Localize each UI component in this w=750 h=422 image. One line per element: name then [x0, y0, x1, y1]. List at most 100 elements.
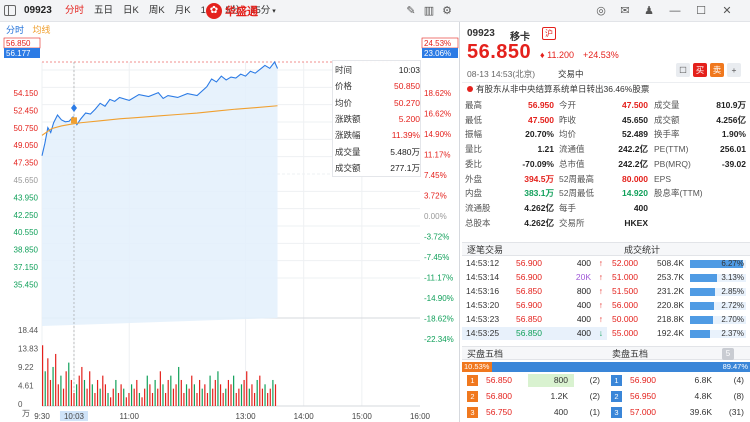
volume-bar	[259, 375, 261, 406]
tab-period-2[interactable]: 日K	[118, 4, 144, 19]
buy-button[interactable]: 买	[693, 63, 707, 77]
ask-level-row[interactable]: 2 56.950 4.8K (8)	[606, 390, 750, 403]
tooltip-value: 5.200	[398, 113, 420, 124]
volume-bar	[133, 388, 135, 406]
volume-bar	[144, 388, 146, 406]
ask-level-row[interactable]: 1 56.900 6.8K (4)	[606, 374, 750, 387]
level-selector[interactable]: 5	[722, 348, 734, 360]
pct-tick-label: 18.62%	[424, 89, 451, 98]
stat-label: 振幅	[465, 129, 483, 140]
tab-period-6[interactable]: 5分	[220, 4, 245, 19]
volume-bar	[183, 392, 185, 406]
price-tick-label: 40.550	[14, 228, 39, 237]
arrow-up-icon: ↑	[598, 258, 603, 268]
cursor-price-tag	[4, 48, 40, 58]
tab-label: 五日	[94, 5, 114, 16]
volume-tick-label: 0	[18, 400, 23, 409]
tooltip-label: 涨跌幅	[335, 130, 361, 141]
pencil-icon[interactable]: ✎	[406, 5, 416, 17]
mode-timeshare[interactable]: 分时	[6, 25, 25, 35]
ask-orders: (4)	[733, 375, 744, 385]
trade-row[interactable]: 14:53:25 56.850 400 ↓	[462, 327, 607, 340]
bid-level-num: 1	[467, 375, 478, 386]
ask-level-row[interactable]: 3 57.000 39.6K (31)	[606, 406, 750, 419]
trade-row[interactable]: 14:53:20 56.900 400 ↑	[462, 299, 607, 312]
pct-tick-label: 7.45%	[424, 171, 447, 180]
trade-price: 56.900	[516, 300, 542, 310]
stat-label: 流通股	[465, 202, 491, 213]
tab-period-3[interactable]: 周K	[144, 4, 170, 19]
stat-label: 每手	[559, 202, 577, 213]
minimize-icon[interactable]: —	[669, 5, 681, 17]
stat-value: 80.000	[622, 173, 648, 184]
watchlist-button[interactable]: ☐	[676, 63, 690, 77]
pct-tick-label: 0.00%	[424, 212, 447, 221]
bid-level-row[interactable]: 1 56.850 800 (2)	[462, 374, 606, 387]
volume-tick-label: 13.83	[18, 345, 39, 354]
cap-icon[interactable]: ♟	[644, 5, 654, 17]
trade-row[interactable]: 14:53:14 56.900 20K ↑	[462, 271, 607, 284]
trade-price: 56.900	[516, 258, 542, 268]
price-tick-label: 54.150	[14, 89, 39, 98]
tab-label: 月K	[174, 5, 191, 16]
volume-bar	[191, 375, 193, 406]
sidebar-toggle-icon[interactable]	[4, 5, 16, 16]
deal-pct-fill	[690, 260, 744, 268]
price-line	[41, 60, 279, 156]
deal-volume: 231.2K	[657, 286, 684, 296]
cursor-time-tag	[59, 411, 88, 421]
tab-period-7[interactable]: 15分 ▾	[245, 4, 281, 19]
trade-row[interactable]: 14:53:16 56.850 800 ↑	[462, 285, 607, 298]
add-button[interactable]: +	[727, 63, 741, 77]
close-icon[interactable]: ✕	[722, 5, 732, 17]
arrow-up-icon: ↑	[598, 286, 603, 296]
trade-time: 14:53:25	[466, 328, 500, 338]
stat-label: 总市值	[559, 158, 585, 169]
volume-bar	[62, 388, 65, 406]
stat-label: 最高	[465, 100, 483, 110]
stat-label: 流通值	[559, 144, 585, 155]
intraday-chart[interactable]: 54.150 52.450 50.750 49.050 47.350 45.650 43.9…	[0, 36, 460, 422]
deal-price: 51.000	[612, 272, 638, 282]
brand-logo: ✿ 华盛通	[206, 3, 258, 19]
maximize-icon[interactable]: ☐	[696, 5, 706, 17]
stat-label: 委比	[465, 158, 483, 169]
deal-pct-bar: 2.85%	[690, 287, 746, 296]
cursor-pct-tag	[422, 48, 458, 58]
stat-label: EPS	[654, 173, 672, 184]
volume-bar	[57, 384, 59, 406]
tab-tick-trades[interactable]: 逐笔交易	[467, 245, 504, 255]
ask-price: 56.900	[630, 375, 656, 385]
deal-pct: 2.37%	[721, 329, 744, 338]
trade-row[interactable]: 14:53:23 56.850 400 ↑	[462, 313, 607, 326]
tab-period-0[interactable]: 分时	[60, 4, 89, 19]
mail-icon[interactable]: ✉	[620, 5, 630, 17]
notice-bar[interactable]: 有股东从非中央结算系统单日转出36.46%股票	[462, 82, 750, 95]
arrow-down-icon: ↓	[598, 328, 603, 338]
volume-bar	[204, 384, 206, 406]
tooltip-row: 时间 10:03	[335, 63, 420, 77]
settings-icon[interactable]: ⚙	[442, 5, 452, 17]
stat-label: 均价	[559, 129, 577, 140]
volume-tick-label: 4.61	[18, 382, 34, 391]
cursor-pct-label: 23.06%	[424, 49, 451, 58]
volume-bar	[44, 371, 46, 406]
mode-average[interactable]: 均线	[32, 25, 51, 35]
tab-period-4[interactable]: 月K	[170, 4, 196, 19]
tab-period-1[interactable]: 五日	[89, 4, 118, 19]
layout-icon[interactable]: ▥	[423, 5, 435, 17]
deal-pct: 6.27%	[721, 259, 744, 268]
headset-icon[interactable]: ◎	[596, 5, 606, 17]
crosshair-marker	[70, 117, 77, 124]
up-arrow-icon: ♦	[540, 50, 545, 60]
bid-level-row[interactable]: 3 56.750 400 (1)	[462, 406, 606, 419]
bid-level-row[interactable]: 2 56.800 1.2K (2)	[462, 390, 606, 403]
sell-button[interactable]: 卖	[710, 63, 724, 77]
ask-volume: 4.8K	[694, 391, 713, 401]
deal-pct-fill	[690, 302, 714, 310]
price-tick-label: 38.850	[14, 246, 39, 255]
deal-stat-row: 50.000 218.8K 2.70%	[608, 313, 750, 326]
tab-deal-stats[interactable]: 成交统计	[624, 245, 661, 255]
trade-row[interactable]: 14:53:12 56.900 400 ↑	[462, 257, 607, 270]
volume-bar	[89, 371, 91, 406]
